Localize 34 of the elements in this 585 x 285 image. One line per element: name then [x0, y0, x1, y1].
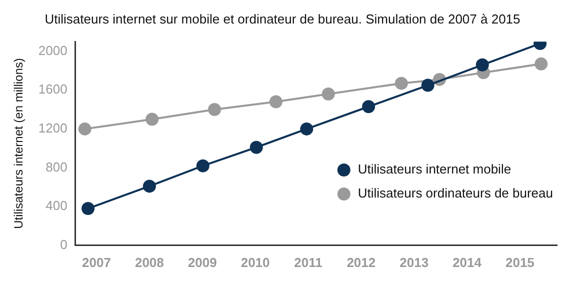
point: [82, 202, 95, 216]
y-tick-label: 1600: [38, 82, 68, 97]
y-tick-label: 800: [46, 159, 68, 174]
legend-label: Utilisateurs internet mobile: [358, 162, 512, 177]
x-tick-label: 2008: [134, 254, 164, 270]
point: [78, 122, 92, 136]
x-tick-label: 2007: [82, 254, 111, 270]
point: [300, 122, 314, 136]
y-axis-title: Utilisateurs internet (en millions): [12, 58, 26, 229]
y-tick-label: 400: [46, 198, 68, 214]
x-tick-label: 2011: [294, 254, 322, 270]
point: [142, 180, 156, 193]
point: [269, 95, 282, 108]
x-tick-label: 2015: [505, 254, 534, 270]
point: [394, 76, 408, 90]
x-tick-label: 2010: [240, 254, 270, 270]
point: [208, 103, 222, 116]
y-tick-label: 2000: [38, 42, 68, 58]
point: [362, 100, 376, 114]
x-tick-label: 2009: [188, 254, 217, 270]
y-tick-label: 1200: [38, 120, 68, 136]
point: [421, 78, 434, 92]
x-tick-label: 2014: [452, 254, 482, 270]
point: [476, 58, 489, 72]
legend-label: Utilisateurs ordinateurs de bureau: [358, 186, 553, 201]
x-tick-label: 2012: [346, 254, 376, 270]
y-tick-label: 0: [60, 236, 68, 252]
point: [250, 140, 263, 154]
point: [146, 112, 159, 126]
point: [534, 57, 548, 70]
x-tick-label: 2013: [400, 254, 429, 270]
point: [322, 88, 335, 101]
chart-title: Utilisateurs internet sur mobile et ordinateur de bureau. Simulation de 2007 à 2015: [44, 11, 520, 26]
point: [196, 159, 210, 172]
